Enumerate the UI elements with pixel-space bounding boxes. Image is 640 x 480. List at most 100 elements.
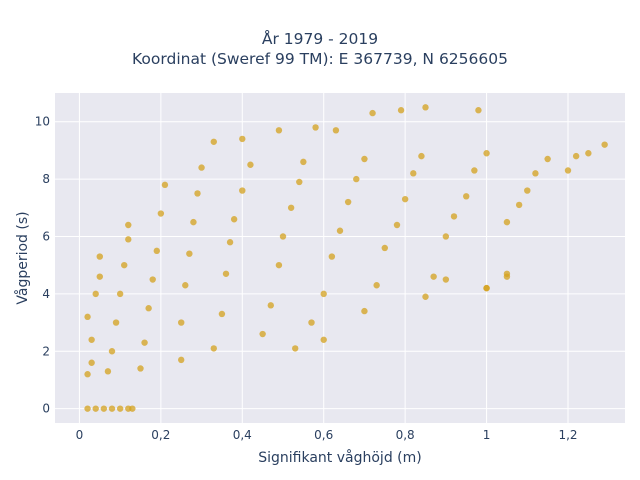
data-point: [112, 319, 120, 326]
data-point: [373, 282, 380, 289]
data-point: [96, 253, 103, 260]
y-tick-label: 8: [42, 172, 50, 186]
data-point: [222, 270, 230, 277]
data-point: [410, 170, 417, 177]
data-point: [239, 135, 246, 143]
data-point: [320, 290, 327, 298]
data-point: [190, 218, 197, 226]
data-point: [430, 273, 437, 280]
data-point: [186, 250, 193, 257]
data-point: [161, 181, 169, 189]
x-tick-label: 0,6: [314, 428, 333, 442]
data-point: [361, 307, 368, 315]
data-point: [442, 233, 450, 240]
data-point: [145, 305, 152, 312]
data-point: [137, 365, 144, 372]
data-point: [564, 167, 572, 174]
data-point: [328, 253, 336, 260]
grid-lines: [55, 93, 625, 423]
data-point: [88, 359, 95, 366]
data-point: [125, 236, 132, 243]
y-tick-label: 6: [42, 229, 50, 243]
data-point: [226, 239, 234, 246]
data-point: [116, 405, 124, 412]
x-tick-label: 1,2: [558, 428, 577, 442]
x-axis-label: Signifikant våghöjd (m): [258, 449, 421, 466]
data-point: [239, 187, 246, 194]
data-point: [515, 201, 523, 209]
y-tick-label: 10: [35, 115, 50, 129]
data-point: [475, 107, 482, 114]
data-point: [108, 348, 116, 355]
data-point: [296, 178, 303, 186]
data-point: [210, 138, 217, 145]
data-point: [483, 150, 490, 157]
data-point: [572, 152, 580, 160]
data-point: [463, 193, 470, 200]
data-point: [422, 293, 429, 300]
data-point: [116, 290, 124, 298]
x-tick-label: 0: [76, 428, 84, 442]
data-point: [601, 141, 608, 148]
data-point: [471, 167, 478, 174]
data-point: [267, 302, 274, 309]
data-point: [422, 104, 429, 111]
chart-title-line-2: Koordinat (Sweref 99 TM): E 367739, N 62…: [132, 50, 508, 68]
data-point: [157, 210, 165, 217]
data-point: [210, 345, 217, 352]
data-points: [84, 104, 608, 412]
data-point: [544, 155, 551, 163]
data-point: [178, 356, 185, 364]
y-tick-label: 2: [42, 344, 50, 358]
data-point: [312, 124, 319, 131]
data-point: [153, 247, 160, 255]
data-point: [300, 158, 307, 166]
data-point: [178, 319, 185, 326]
data-point: [108, 405, 116, 412]
data-point: [194, 190, 201, 197]
data-point: [503, 270, 511, 277]
data-point: [524, 187, 531, 194]
y-tick-label: 4: [42, 287, 50, 301]
axis-ticks: 0 0,2 0,4 0,6 0,8 1 1,2 0 2 4 6 8 10: [35, 115, 578, 442]
data-point: [332, 127, 340, 134]
data-point: [401, 195, 409, 203]
data-point: [418, 152, 425, 160]
data-point: [393, 221, 401, 229]
data-point: [532, 170, 539, 177]
x-tick-label: 0,8: [396, 428, 415, 442]
data-point: [308, 319, 315, 326]
data-point: [84, 405, 91, 412]
x-tick-label: 0,2: [151, 428, 170, 442]
data-point: [218, 310, 226, 318]
data-point: [442, 276, 450, 283]
data-point: [336, 227, 344, 234]
data-point: [84, 313, 91, 321]
data-point: [275, 261, 283, 269]
data-point: [279, 233, 287, 240]
data-point: [96, 273, 103, 280]
data-point: [287, 204, 295, 211]
data-point: [450, 213, 458, 220]
data-point: [503, 218, 511, 226]
data-point: [84, 371, 91, 378]
plot-area: [55, 93, 625, 423]
data-point: [88, 336, 95, 343]
data-point: [275, 127, 283, 134]
data-point: [353, 175, 360, 183]
data-point: [361, 155, 368, 163]
data-point: [104, 368, 112, 375]
y-axis-label: Vågperiod (s): [14, 211, 31, 304]
chart-title-line-1: År 1979 - 2019: [261, 30, 379, 48]
y-tick-label: 0: [42, 402, 50, 416]
data-point: [483, 284, 490, 292]
data-point: [320, 336, 327, 343]
data-point: [585, 150, 592, 157]
x-tick-label: 1: [483, 428, 491, 442]
data-point: [230, 216, 238, 223]
data-point: [259, 330, 266, 338]
data-point: [397, 107, 405, 114]
data-point: [381, 244, 388, 252]
x-tick-label: 0,4: [233, 428, 252, 442]
